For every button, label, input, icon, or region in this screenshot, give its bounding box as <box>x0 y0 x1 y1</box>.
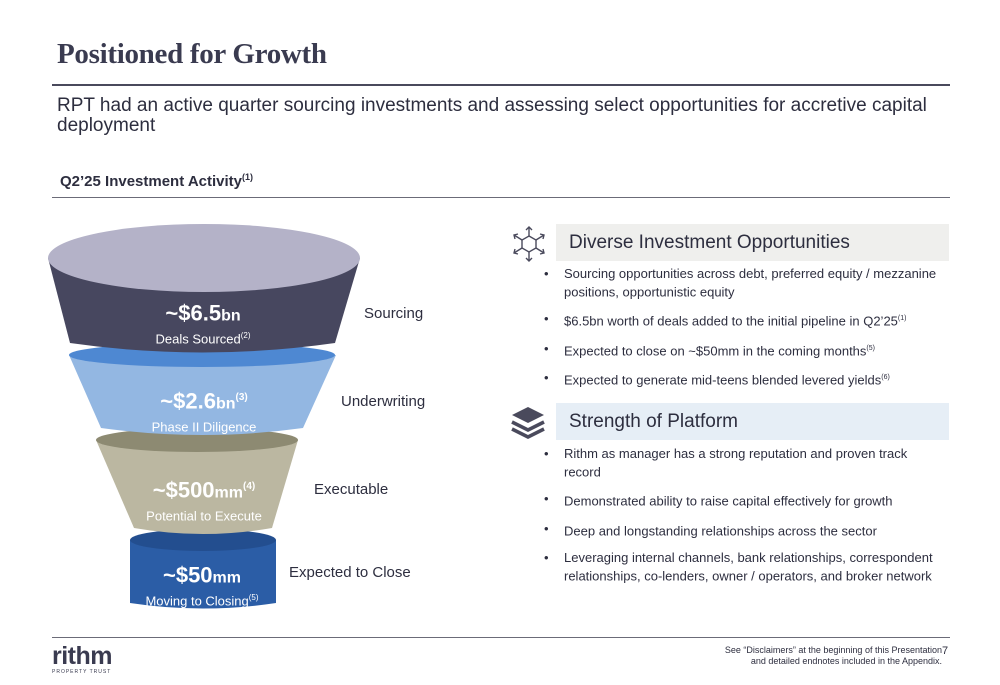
footer-divider <box>52 637 950 638</box>
funnel-stage-1-text: ~$6.5bn Deals Sourced(2) <box>80 298 326 348</box>
card-heading-platform: Strength of Platform <box>556 403 949 440</box>
stage-value: ~$500mm(4) <box>152 477 256 503</box>
network-icon <box>509 224 549 264</box>
list-item: Expected to close on ~$50mm in the comin… <box>540 341 945 359</box>
stage-value: ~$50mm <box>162 562 241 588</box>
funnel-stage-3-text: ~$500mm(4) Potential to Execute <box>106 475 302 525</box>
funnel-stage-4-text: ~$50mm Moving to Closing(5) <box>122 560 282 610</box>
section-divider <box>52 197 950 198</box>
section-label: Q2’25 Investment Activity(1) <box>60 172 254 190</box>
title-divider <box>52 84 950 86</box>
page-title: Positioned for Growth <box>57 38 327 70</box>
stage-label-closing: Expected to Close <box>289 564 411 581</box>
list-item: Sourcing opportunities across debt, pref… <box>540 266 945 300</box>
stage-description: Potential to Execute <box>146 508 262 524</box>
funnel-rim-sourcing <box>48 224 360 292</box>
list-item: Deep and longstanding relationships acro… <box>540 521 945 539</box>
stage-description: Deals Sourced(2) <box>155 331 251 347</box>
funnel-stage-closing <box>130 540 276 609</box>
card-heading-diverse: Diverse Investment Opportunities <box>556 224 949 261</box>
page-number: 7 <box>942 645 949 657</box>
list-item: Rithm as manager has a strong reputation… <box>540 446 945 480</box>
stage-value: ~$6.5bn <box>165 300 241 326</box>
bullet-list-diverse: Sourcing opportunities across debt, pref… <box>540 266 945 399</box>
stage-value: ~$2.6bn(3) <box>160 388 248 414</box>
bullet-list-platform: Rithm as manager has a strong reputation… <box>540 446 945 595</box>
funnel-rim-closing <box>130 529 276 551</box>
list-item: Expected to generate mid-teens blended l… <box>540 370 945 388</box>
list-item: $6.5bn worth of deals added to the initi… <box>540 311 945 329</box>
page-subtitle: RPT had an active quarter sourcing inves… <box>57 95 927 136</box>
funnel-stage-underwriting <box>69 355 336 435</box>
stage-description: Phase II Diligence <box>151 419 257 435</box>
funnel-stage-2-text: ~$2.6bn(3) Phase II Diligence <box>86 386 322 436</box>
funnel-rim-executable <box>96 428 298 452</box>
company-logo: rithm PROPERTY TRUST <box>52 642 113 675</box>
stage-label-executable: Executable <box>314 481 389 498</box>
stage-label-sourcing: Sourcing <box>364 305 424 322</box>
logo-tagline: PROPERTY TRUST <box>52 669 112 675</box>
funnel-stage-executable <box>96 440 298 534</box>
footer-note: See “Disclaimers” at the beginning of th… <box>724 645 942 666</box>
list-item: Leveraging internal channels, bank relat… <box>540 550 945 584</box>
layers-icon <box>508 403 548 443</box>
logo-wordmark: rithm <box>52 642 113 670</box>
stage-description: Moving to Closing(5) <box>145 593 259 609</box>
stage-label-underwriting: Underwriting <box>341 393 426 410</box>
list-item: Demonstrated ability to raise capital ef… <box>540 491 945 509</box>
